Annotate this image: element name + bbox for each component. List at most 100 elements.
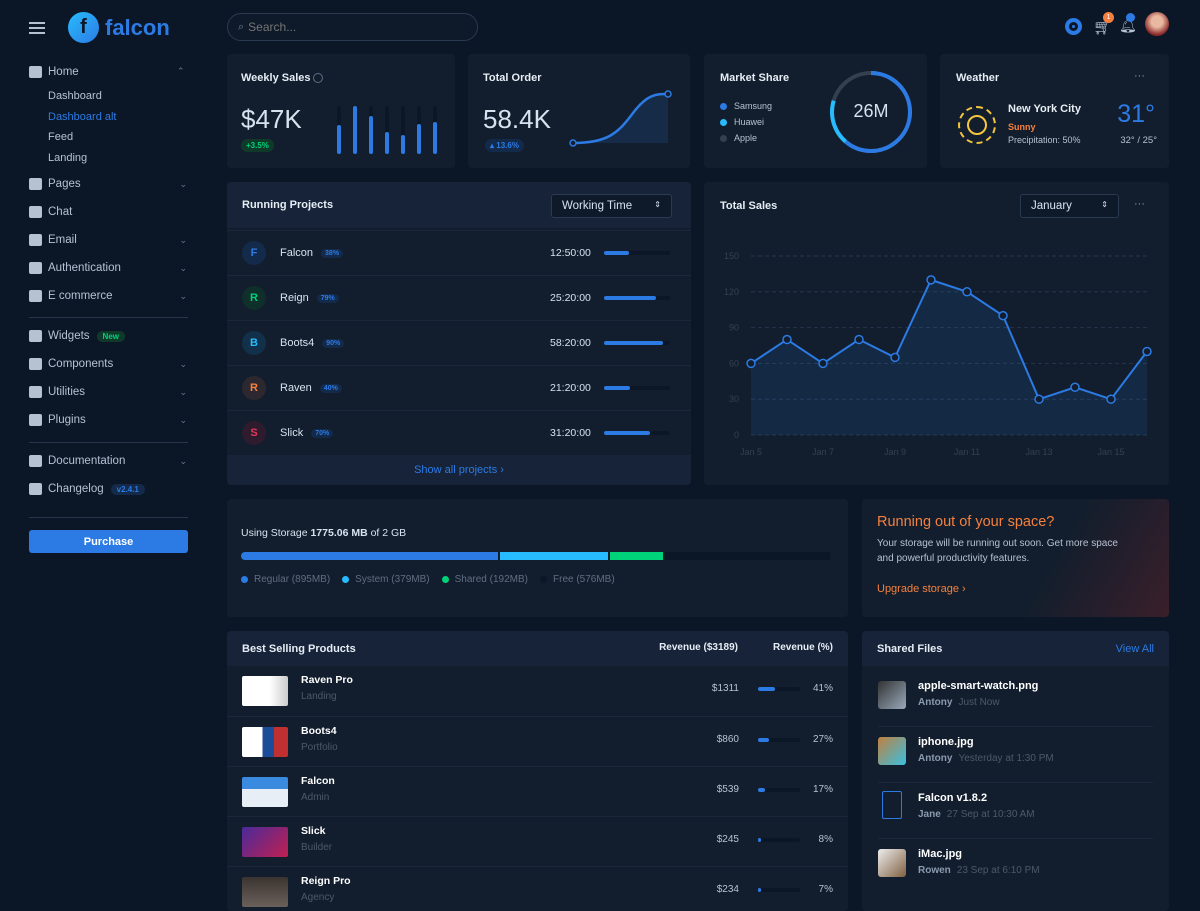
sidebar-subitem[interactable]: Dashboard alt xyxy=(48,110,117,123)
product-revenue-bar xyxy=(758,788,800,792)
info-icon[interactable] xyxy=(313,73,323,83)
more-options-icon[interactable]: ··· xyxy=(1134,198,1145,210)
total-order-change-text: 13.6% xyxy=(496,141,519,150)
project-row[interactable]: R Raven 40% 21:20:00 xyxy=(227,365,691,410)
total-order-sparkline xyxy=(569,90,672,147)
sidebar-item-plugins[interactable]: Plugins ⌄ xyxy=(29,414,189,426)
product-row[interactable]: Falcon Admin $539 17% xyxy=(227,766,848,816)
avatar[interactable] xyxy=(1145,12,1169,36)
data-point[interactable] xyxy=(782,334,792,345)
sidebar-item-label: Changelog xyxy=(48,483,104,495)
month-select[interactable]: January ⇕ xyxy=(1020,194,1119,218)
data-point[interactable] xyxy=(1070,382,1080,393)
chevron-down-icon[interactable]: ⌄ xyxy=(179,234,187,245)
file-thumbnail xyxy=(878,737,906,765)
search-box[interactable]: ⌕ xyxy=(227,13,478,41)
sidebar-item-components[interactable]: Components ⌄ xyxy=(29,358,189,370)
file-name[interactable]: iMac.jpg xyxy=(918,848,963,860)
promo-text: Your storage will be running out soon. G… xyxy=(877,538,1118,564)
purchase-button[interactable]: Purchase xyxy=(29,530,188,553)
product-row[interactable]: Raven Pro Landing $1311 41% xyxy=(227,666,848,716)
sidebar-item-authentication[interactable]: Authentication ⌄ xyxy=(29,262,189,274)
product-thumbnail xyxy=(242,827,288,857)
data-point[interactable] xyxy=(890,352,900,363)
product-name[interactable]: Reign Pro xyxy=(301,875,351,887)
legend-dot xyxy=(441,576,449,583)
file-row[interactable]: iMac.jpg Rowen 23 Sep at 6:10 PM xyxy=(862,839,1169,895)
file-name[interactable]: apple-smart-watch.png xyxy=(918,680,1039,692)
show-all-projects-link[interactable]: Show all projects › xyxy=(414,464,504,476)
file-row[interactable]: apple-smart-watch.png Antony Just Now xyxy=(862,671,1169,727)
data-point[interactable] xyxy=(1106,394,1116,404)
chevron-down-icon[interactable]: ⌄ xyxy=(179,455,187,466)
sidebar-item-widgets[interactable]: Widgets New xyxy=(29,330,189,342)
file-name[interactable]: iphone.jpg xyxy=(918,736,974,748)
product-row[interactable]: Boots4 Portfolio $860 27% xyxy=(227,716,848,766)
data-point[interactable] xyxy=(1142,346,1152,357)
legend-label: System (379MB) xyxy=(355,574,430,585)
chevron-down-icon[interactable]: ⌄ xyxy=(179,262,187,273)
cart-icon[interactable]: 🛒︎ xyxy=(1093,19,1113,36)
sidebar-item-e-commerce[interactable]: E commerce ⌄ xyxy=(29,290,189,302)
storage-used: 1775.06 MB xyxy=(310,527,368,539)
file-user: Antony xyxy=(918,697,953,708)
sidebar-item-utilities[interactable]: Utilities ⌄ xyxy=(29,386,189,398)
project-progress-fill xyxy=(604,296,657,300)
data-point[interactable] xyxy=(818,358,828,369)
file-time: 23 Sep at 6:10 PM xyxy=(956,865,1040,876)
sun-icon xyxy=(958,106,996,144)
sidebar-subitem[interactable]: Dashboard xyxy=(48,90,102,102)
file-row[interactable]: iphone.jpg Antony Yesterday at 1:30 PM xyxy=(862,727,1169,783)
product-row[interactable]: Slick Builder $245 8% xyxy=(227,816,848,866)
file-row[interactable]: Falcon v1.8.2 Jane 27 Sep at 10:30 AM xyxy=(862,783,1169,839)
chevron-down-icon[interactable]: ⌄ xyxy=(179,414,187,425)
project-row[interactable]: R Reign 79% 25:20:00 xyxy=(227,275,691,320)
gear-icon[interactable] xyxy=(1065,18,1082,35)
product-revenue-bar-fill xyxy=(758,738,770,742)
logo[interactable]: f falcon xyxy=(68,12,170,43)
project-time: 58:20:00 xyxy=(550,337,591,349)
legend-dot xyxy=(540,576,547,583)
product-name[interactable]: Falcon xyxy=(301,775,335,787)
data-point[interactable] xyxy=(998,310,1008,321)
search-input[interactable] xyxy=(248,20,449,34)
weekly-sales-change: +3.5% xyxy=(241,139,274,152)
more-options-icon[interactable]: ··· xyxy=(1134,70,1145,82)
sidebar-item-changelog[interactable]: Changelog v2.4.1 xyxy=(29,483,189,495)
sidebar-subitem[interactable]: Feed xyxy=(48,131,74,143)
product-category: Agency xyxy=(301,892,335,903)
project-row[interactable]: S Slick 70% 31:20:00 xyxy=(227,410,691,455)
product-name[interactable]: Raven Pro xyxy=(301,674,353,686)
menu-icon[interactable] xyxy=(29,22,45,34)
cart-badge: 1 xyxy=(1103,12,1114,23)
file-name[interactable]: Falcon v1.8.2 xyxy=(918,792,988,804)
sidebar-subitem[interactable]: Landing xyxy=(48,151,88,164)
sidebar-item-pages[interactable]: Pages ⌄ xyxy=(29,178,189,190)
product-row[interactable]: Reign Pro Agency $234 7% xyxy=(227,866,848,911)
product-name[interactable]: Boots4 xyxy=(301,725,337,737)
sidebar-item-email[interactable]: Email ⌄ xyxy=(29,234,189,246)
sidebar-item-chat[interactable]: Chat xyxy=(29,206,189,218)
data-point[interactable] xyxy=(854,334,864,345)
chevron-down-icon[interactable]: ⌄ xyxy=(179,290,187,301)
project-row[interactable]: B Boots4 90% 58:20:00 xyxy=(227,320,691,365)
data-point[interactable] xyxy=(926,275,936,285)
view-all-link[interactable]: View All xyxy=(1115,642,1154,655)
weather-condition: Sunny xyxy=(1008,122,1036,132)
chevron-up-icon[interactable]: ⌃ xyxy=(177,66,185,76)
data-point[interactable] xyxy=(746,358,756,369)
data-point[interactable] xyxy=(962,287,972,297)
legend-label: Huawei xyxy=(734,117,765,127)
working-time-select[interactable]: Working Time ⇕ xyxy=(551,194,672,218)
data-point[interactable] xyxy=(1034,394,1044,404)
upgrade-storage-link[interactable]: Upgrade storage › xyxy=(877,583,966,595)
storage-card: Using Storage 1775.06 MB of 2 GB Regular… xyxy=(227,499,848,617)
chevron-down-icon[interactable]: ⌄ xyxy=(179,386,187,397)
sidebar-item-documentation[interactable]: Documentation ⌄ xyxy=(29,455,189,467)
product-thumbnail xyxy=(242,877,288,907)
chevron-down-icon[interactable]: ⌄ xyxy=(179,178,187,189)
product-name[interactable]: Slick xyxy=(301,825,326,837)
project-row[interactable]: F Falcon 38% 12:50:00 xyxy=(227,230,691,275)
sidebar-item-home[interactable]: Home xyxy=(29,66,189,78)
chevron-down-icon[interactable]: ⌄ xyxy=(179,358,187,369)
